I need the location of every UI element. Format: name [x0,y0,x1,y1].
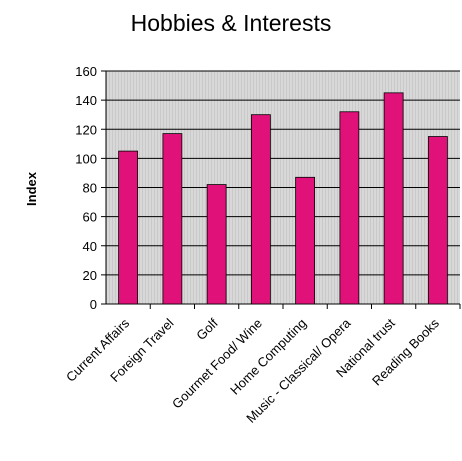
y-tick-label: 160 [75,64,97,79]
bar [250,114,271,305]
bar [162,133,183,305]
x-tick-label: Golf [193,315,221,343]
y-tick-label: 40 [83,239,97,254]
y-tick-label: 0 [90,297,97,312]
x-tick-label: Home Computing [227,316,309,398]
y-axis-label: Index [24,171,39,206]
bar [206,184,227,305]
chart-title: Hobbies & Interests [130,10,332,36]
y-tick-label: 140 [75,93,97,108]
y-tick-label: 80 [83,181,97,196]
y-tick-label: 120 [75,122,97,137]
y-tick-label: 20 [83,268,97,283]
bar [295,176,316,305]
y-tick-label: 60 [83,210,97,225]
bar [339,111,360,305]
bar [118,150,139,305]
bar [427,136,448,305]
y-tick-label: 100 [75,151,97,166]
bar [383,92,404,305]
